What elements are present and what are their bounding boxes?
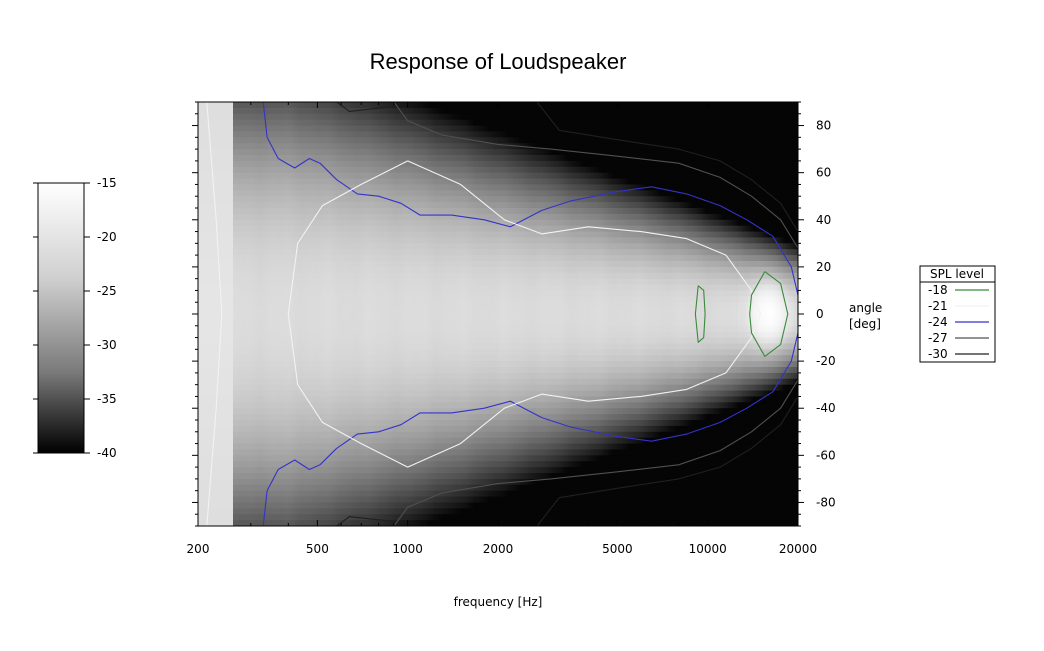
colorbar-tick-label: -20 — [97, 230, 117, 244]
contour-line-1 — [262, 102, 798, 526]
y-tick-label: 20 — [816, 260, 831, 274]
colorbar-tick-label: -35 — [97, 392, 117, 406]
colorbar: -15 -20 -25 -30 -35 -40 — [33, 176, 117, 460]
legend-entry-label: -21 — [928, 299, 948, 313]
contour-line-4 — [336, 102, 395, 112]
y-axis-label-angle: angle — [849, 301, 882, 315]
colorbar-tick-label: -15 — [97, 176, 117, 190]
contour-lines — [206, 102, 798, 526]
y-tick-label: -20 — [816, 354, 836, 368]
y-axis-label-unit: [deg] — [849, 317, 881, 331]
colorbar-ticks: -15 -20 -25 -30 -35 -40 — [33, 176, 117, 460]
legend: SPL level -18 -21 -24 -27 -30 — [919, 265, 996, 363]
y-axis: 80 60 40 20 0 -20 -40 -60 -80 — [192, 101, 836, 527]
x-tick-label: 10000 — [689, 542, 727, 556]
colorbar-tick-label: -25 — [97, 284, 117, 298]
x-tick-label: 20000 — [779, 542, 817, 556]
x-axis: 200 500 1000 2000 5000 10000 20000 — [187, 102, 817, 556]
y-tick-label: -80 — [816, 495, 836, 509]
chart-title: Response of Loudspeaker — [370, 49, 627, 74]
y-tick-label: 40 — [816, 213, 831, 227]
contour-line-10 — [749, 271, 789, 357]
x-tick-label: 5000 — [602, 542, 633, 556]
legend-entry-label: -18 — [928, 283, 948, 297]
colorbar-tick-label: -30 — [97, 338, 117, 352]
contour-line-6 — [336, 516, 395, 526]
heatmap-field — [198, 102, 798, 526]
contour-line-9 — [694, 285, 706, 343]
contour-line-3 — [393, 379, 798, 526]
legend-title: SPL level — [930, 267, 984, 281]
y-tick-label: -60 — [816, 448, 836, 462]
y-tick-label: 0 — [816, 307, 824, 321]
y-tick-label: 80 — [816, 119, 831, 133]
x-tick-label: 1000 — [392, 542, 423, 556]
x-tick-label: 2000 — [483, 542, 514, 556]
legend-entries: -18 -21 -24 -27 -30 — [928, 283, 989, 361]
x-tick-label: 500 — [306, 542, 329, 556]
contour-line-5 — [536, 102, 798, 232]
legend-entry-label: -27 — [928, 331, 948, 345]
colorbar-gradient — [37, 182, 85, 454]
x-tick-label: 200 — [187, 542, 210, 556]
contour-line-7 — [536, 396, 798, 526]
contour-line-2 — [393, 102, 798, 249]
contour-line-8 — [287, 160, 762, 468]
y-tick-label: -40 — [816, 401, 836, 415]
x-axis-label: frequency [Hz] — [454, 595, 543, 609]
legend-entry-label: -24 — [928, 315, 948, 329]
legend-entry-label: -30 — [928, 347, 948, 361]
y-tick-label: 60 — [816, 166, 831, 180]
contour-line-0 — [206, 102, 223, 526]
heatmap-plot: 200 500 1000 2000 5000 10000 20000 806040200-2… — [187, 101, 836, 556]
colorbar-tick-label: -40 — [97, 446, 117, 460]
